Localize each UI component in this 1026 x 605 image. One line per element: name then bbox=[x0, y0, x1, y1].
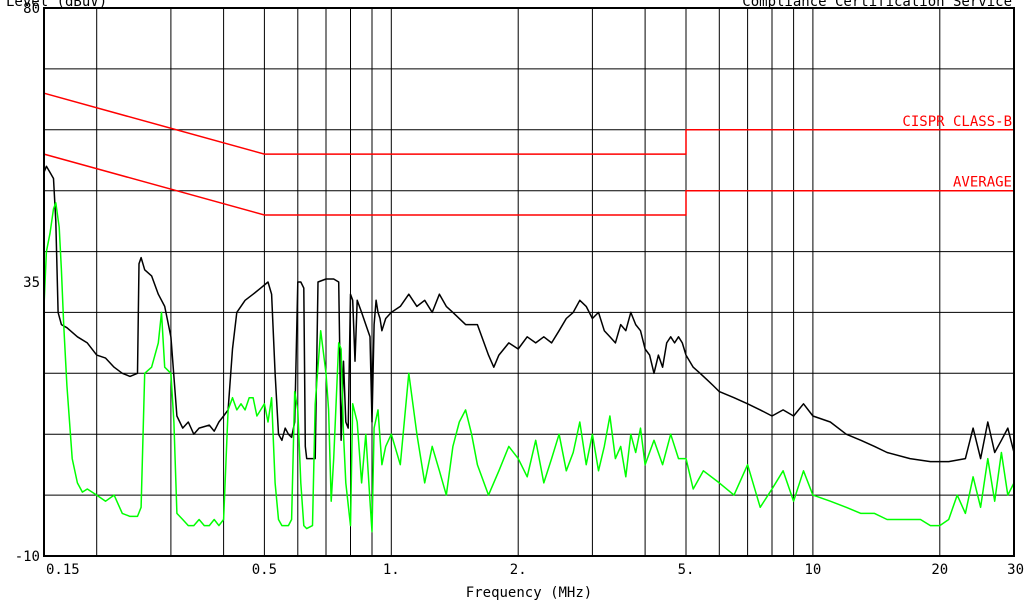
limit-lines: CISPR CLASS-B AVERAGE bbox=[43, 92, 1014, 216]
y-tick-label: 35 bbox=[23, 275, 40, 291]
series-lines bbox=[43, 165, 1015, 533]
plot-frame bbox=[43, 7, 1015, 557]
y-tick-label: -10 bbox=[15, 549, 40, 565]
grid bbox=[43, 7, 1015, 557]
limit-line-label: AVERAGE bbox=[953, 175, 1012, 191]
x-tick-label: 30 bbox=[1007, 562, 1024, 578]
x-tick-label: 1. bbox=[383, 562, 400, 578]
x-tick-label: 2. bbox=[510, 562, 527, 578]
x-axis-title: Frequency (MHz) bbox=[466, 585, 592, 601]
x-tick-label: 0.5 bbox=[252, 562, 277, 578]
series-line bbox=[43, 202, 1015, 533]
x-tick-label: 20 bbox=[931, 562, 948, 578]
limit-line bbox=[43, 153, 1014, 216]
limit-line-label: CISPR CLASS-B bbox=[902, 114, 1012, 130]
header-org-label: Compliance Certification Service bbox=[742, 0, 1012, 10]
y-tick-label: 80 bbox=[23, 1, 40, 17]
x-tick-label: 5. bbox=[678, 562, 695, 578]
x-tick-label: 10 bbox=[804, 562, 821, 578]
x-tick-label: 0.15 bbox=[46, 562, 80, 578]
limit-line bbox=[43, 92, 1014, 155]
series-line bbox=[43, 165, 1015, 463]
axis-labels: 80 35 -10 0.15 0.5 1. 2. 5. 10 20 30 bbox=[15, 1, 1024, 578]
y-axis-title: Level (dBuV) bbox=[6, 0, 107, 10]
